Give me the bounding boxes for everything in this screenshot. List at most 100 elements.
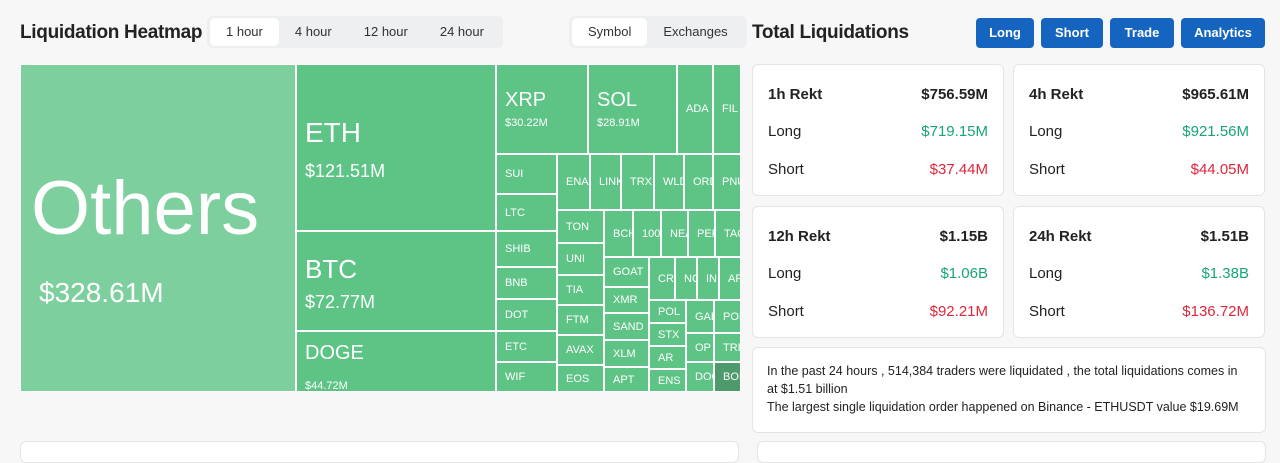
treemap-cell[interactable]: BCH <box>604 210 633 257</box>
card-title: 12h Rekt <box>768 228 831 245</box>
cell-label: ENA <box>566 176 589 188</box>
tab[interactable]: Symbol <box>572 18 648 46</box>
treemap-cell[interactable]: FIL <box>713 64 741 154</box>
cell-label: GOAT <box>613 266 644 278</box>
treemap-cell[interactable]: Others $328.61M <box>20 64 296 392</box>
treemap-cell[interactable]: ETC <box>496 331 557 362</box>
treemap-cell[interactable]: FTM <box>557 305 604 335</box>
treemap-cell[interactable]: PEP <box>688 210 715 257</box>
treemap-cell[interactable]: ETH $121.51M <box>296 64 496 231</box>
treemap-cell[interactable]: DOGE $44.72M <box>296 331 496 392</box>
tab[interactable]: Exchanges <box>663 24 728 39</box>
cell-value: $28.91M <box>597 117 640 129</box>
cell-value: $328.61M <box>39 277 164 308</box>
treemap-cell[interactable]: UNI <box>557 243 604 275</box>
treemap-cell[interactable]: AR <box>719 257 741 300</box>
treemap-cell[interactable]: EOS <box>557 365 604 392</box>
short-value: $37.44M <box>929 161 988 178</box>
cell-label: NO <box>684 272 696 285</box>
cell-label: TAO <box>724 227 740 240</box>
short-label: Short <box>768 303 804 320</box>
treemap-cell[interactable]: TAO <box>715 210 741 257</box>
cell-label: SUI <box>505 168 524 180</box>
treemap-cell[interactable]: WIF <box>496 362 557 392</box>
card-title: 4h Rekt <box>1029 86 1084 103</box>
cell-label: LINK <box>599 176 620 188</box>
row: Long $1.06B <box>768 265 988 282</box>
stat-card: 24h Rekt $1.51B Long $1.38B Short $136.72M <box>1013 206 1265 338</box>
treemap-cell[interactable]: GAL <box>686 300 714 333</box>
treemap-cell[interactable]: ADA <box>677 64 713 154</box>
treemap-cell[interactable]: APT <box>604 367 649 392</box>
button[interactable]: Trade <box>1110 18 1174 48</box>
treemap-cell[interactable]: XMR <box>604 287 649 313</box>
treemap-cell[interactable]: SUI <box>496 154 557 194</box>
treemap-cell[interactable]: SHIB <box>496 231 557 267</box>
cell-label: TON <box>566 220 590 233</box>
cell-label: AR <box>658 351 674 364</box>
cell-label: LTC <box>505 206 525 219</box>
treemap-cell[interactable]: AR <box>649 346 686 369</box>
treemap-cell[interactable]: XRP $30.22M <box>496 64 588 154</box>
treemap-cell[interactable]: 100 <box>633 210 661 257</box>
cell-label: BOI <box>723 371 741 383</box>
cell-value: $72.77M <box>305 292 376 312</box>
treemap-cell[interactable]: IN <box>697 257 719 300</box>
treemap-cell[interactable]: GOAT <box>604 257 649 287</box>
treemap-cell[interactable]: DOT <box>496 299 557 331</box>
treemap-cell[interactable]: ENS <box>649 369 686 392</box>
cell-label: DOT <box>505 309 529 321</box>
cell-label: ETH <box>305 117 361 148</box>
treemap-cell[interactable]: TON <box>557 210 604 243</box>
cell-label: BCH <box>613 227 632 240</box>
treemap-cell[interactable]: ENA <box>557 154 590 210</box>
treemap-cell[interactable]: ORD <box>684 154 713 210</box>
tab[interactable]: 1 hour <box>210 18 279 46</box>
tab[interactable]: 24 hour <box>439 24 484 39</box>
treemap-cell[interactable]: POI <box>714 300 741 333</box>
card-title: 24h Rekt <box>1029 228 1092 245</box>
treemap-cell[interactable]: SAND <box>604 313 649 340</box>
cell-label: DOG <box>695 371 713 383</box>
row: Long $1.38B <box>1029 265 1249 282</box>
treemap-cell[interactable]: SOL $28.91M <box>588 64 677 154</box>
treemap-cell[interactable]: TIA <box>557 275 604 305</box>
treemap-cell[interactable]: POL <box>649 300 686 323</box>
cell-label: CRV <box>658 272 674 285</box>
treemap-cell[interactable]: CRV <box>649 257 675 300</box>
treemap-cell[interactable]: NEA <box>661 210 688 257</box>
tab[interactable]: 4 hour <box>294 24 332 39</box>
treemap-cell[interactable]: LTC <box>496 194 557 231</box>
long-label: Long <box>768 265 802 282</box>
summary: In the past 24 hours , 514,384 traders w… <box>752 347 1266 433</box>
treemap-cell[interactable]: LINK <box>590 154 621 210</box>
tab[interactable]: 12 hour <box>363 24 408 39</box>
row: Short $136.72M <box>1029 303 1249 320</box>
cell-label: XLM <box>613 347 636 360</box>
button[interactable]: Short <box>1041 18 1103 48</box>
treemap-cell[interactable]: OP <box>686 333 714 362</box>
total: $756.59M <box>921 86 988 103</box>
treemap-cell[interactable]: BTC $72.77M <box>296 231 496 331</box>
cell-label: XMR <box>613 294 638 306</box>
page: {"header":{"title":"Liquidation Heatmap"… <box>20 18 1266 463</box>
row: 24h Rekt $1.51B <box>1029 228 1249 245</box>
button[interactable]: Analytics <box>1181 18 1265 48</box>
treemap-cell[interactable]: DOG <box>686 362 714 392</box>
summary-text: The largest single liquidation order hap… <box>767 400 1239 414</box>
cell-label: AVAX <box>566 344 594 356</box>
treemap-cell[interactable]: BNB <box>496 267 557 299</box>
treemap-cell[interactable]: PNU <box>713 154 741 210</box>
treemap-cell[interactable]: XLM <box>604 340 649 367</box>
treemap-cell[interactable]: AVAX <box>557 335 604 365</box>
summary-text: In the past 24 hours , 514,384 traders w… <box>767 364 1238 396</box>
treemap-cell[interactable]: BOI <box>714 362 741 392</box>
treemap-cell[interactable]: NO <box>675 257 697 300</box>
treemap-cell[interactable]: TRX <box>621 154 654 210</box>
cell-label: UNI <box>566 253 585 265</box>
button[interactable]: Long <box>976 18 1034 48</box>
treemap-cell[interactable]: WLD <box>654 154 684 210</box>
treemap-cell[interactable]: TRE <box>714 333 741 362</box>
lower-card <box>757 441 1266 463</box>
treemap-cell[interactable]: STX <box>649 323 686 346</box>
